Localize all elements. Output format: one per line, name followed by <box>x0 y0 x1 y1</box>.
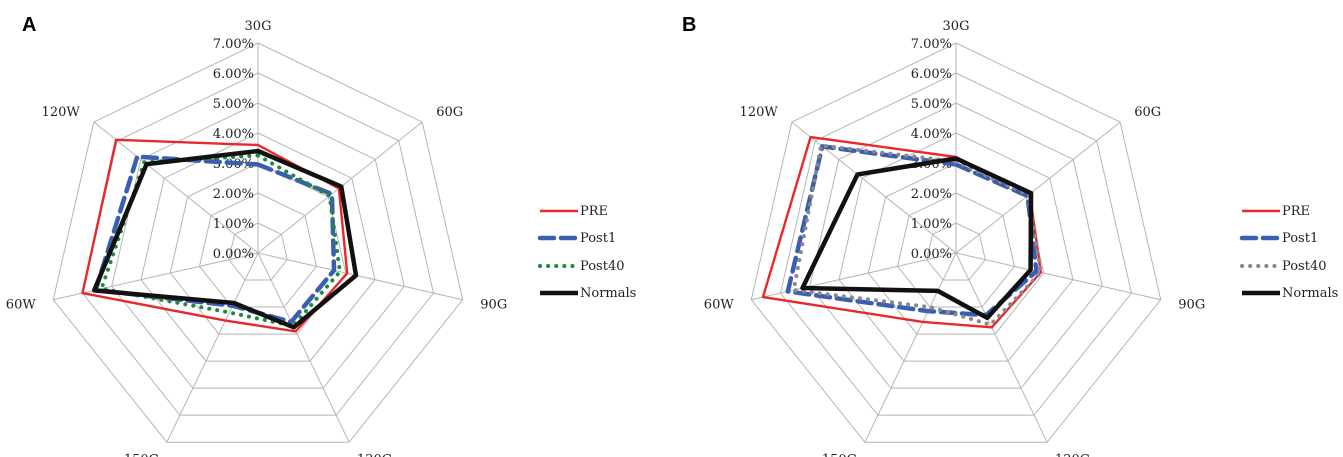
axis-spoke <box>864 252 957 443</box>
legend-a: PRE Post1 Post40 Normals <box>537 204 636 301</box>
legend-label-post40: Post40 <box>580 259 624 274</box>
axis-labels: 30G 60G 90G 120G 150G 60W 120W <box>704 19 1205 457</box>
axis-spoke <box>751 252 957 301</box>
axis-label-120w: 120W <box>42 105 81 120</box>
grid-ring <box>926 222 986 281</box>
legend-item-post1: Post1 <box>1239 231 1318 246</box>
legend-item-pre: PRE <box>540 204 608 219</box>
axis-label-150g: 150G <box>124 452 159 457</box>
legend-label-post1: Post1 <box>1282 231 1318 246</box>
axis-label-60g: 60G <box>436 105 463 120</box>
tick-label: 1.00% <box>213 217 254 232</box>
axis-label-150g: 150G <box>822 452 857 457</box>
grid-rings <box>750 42 1162 443</box>
radar-chart-a: 30G 60G 90G 120G 150G 60W 120W 0.00% 1.00% 2.00%3… <box>6 19 507 457</box>
tick-labels: 0.00%1.00%2.00%3.00%4.00%5.00%6.00%7.00% <box>911 37 952 262</box>
legend-label-normals: Normals <box>580 286 636 301</box>
tick-label: 6.00% <box>213 67 254 82</box>
series <box>761 135 1043 329</box>
axis-label-120w: 120W <box>740 105 779 120</box>
tick-label: 4.00% <box>911 127 952 142</box>
axis-label-90g: 90G <box>480 298 507 313</box>
axis-label-120g: 120G <box>1055 452 1090 457</box>
axis-label-60w: 60W <box>704 298 735 313</box>
tick-label: 2.00% <box>911 187 952 202</box>
series-line-normals <box>800 156 1034 321</box>
grid-ring <box>52 42 464 443</box>
legend-label-normals: Normals <box>1282 286 1338 301</box>
tick-labels: 0.00%1.00%2.00%3.00%4.00%5.00%6.00%7.00% <box>213 37 254 262</box>
radar-chart-b: 30G 60G 90G 120G 150G 60W 120W 0.00% 1.00% 2.00%3… <box>704 19 1205 457</box>
grid-ring <box>111 102 405 389</box>
legend-item-pre: PRE <box>1242 204 1310 219</box>
axis-spoke <box>955 252 1161 301</box>
series-line-normals <box>91 148 359 330</box>
legend-item-normals: Normals <box>540 286 636 301</box>
axis-spoke <box>93 121 259 254</box>
grid-ring <box>896 192 1016 308</box>
legend-label-pre: PRE <box>580 204 608 219</box>
tick-label: 7.00% <box>213 37 254 52</box>
series-line-post1 <box>93 154 337 325</box>
grid-ring <box>750 42 1162 443</box>
axis-label-60g: 60G <box>1134 105 1161 120</box>
legend-item-post40: Post40 <box>538 259 624 274</box>
grid-ring <box>838 132 1074 362</box>
axis-label-60w: 60W <box>6 298 37 313</box>
legend-label-pre: PRE <box>1282 204 1310 219</box>
grid-ring <box>228 222 288 281</box>
tick-label: 0.00% <box>911 247 952 262</box>
tick-label: 0.00% <box>213 247 254 262</box>
grid-ring <box>809 102 1103 389</box>
grid-ring <box>198 192 318 308</box>
legend-b: PRE Post1 Post40 Normals <box>1239 204 1338 301</box>
grid-ring <box>779 72 1133 416</box>
axis-spoke <box>257 252 463 301</box>
panel-letter-b: B <box>682 14 696 36</box>
axis-label-120g: 120G <box>357 452 392 457</box>
axis-spokes <box>751 43 1161 443</box>
tick-label: 5.00% <box>911 97 952 112</box>
axis-label-30g: 30G <box>943 19 970 34</box>
axis-labels: 30G 60G 90G 120G 150G 60W 120W <box>6 19 507 457</box>
legend-item-normals: Normals <box>1242 286 1338 301</box>
legend-label-post1: Post1 <box>580 231 616 246</box>
axis-spoke <box>166 252 259 443</box>
axis-spoke <box>791 121 957 254</box>
legend-label-post40: Post40 <box>1282 259 1326 274</box>
axis-label-30g: 30G <box>245 19 272 34</box>
legend-item-post40: Post40 <box>1240 259 1326 274</box>
tick-label: 2.00% <box>213 187 254 202</box>
axis-spoke <box>955 252 1048 443</box>
axis-label-90g: 90G <box>1178 298 1205 313</box>
axis-spoke <box>257 252 350 443</box>
panel-letter-a: A <box>22 14 36 36</box>
tick-label: 1.00% <box>911 217 952 232</box>
series-line-pre <box>81 138 349 333</box>
axis-spoke <box>955 121 1121 254</box>
tick-label: 6.00% <box>911 67 952 82</box>
legend-item-post1: Post1 <box>537 231 616 246</box>
grid-ring <box>140 132 376 362</box>
axis-spoke <box>53 252 259 301</box>
tick-label: 7.00% <box>911 37 952 52</box>
tick-label: 4.00% <box>213 127 254 142</box>
series <box>81 138 359 333</box>
tick-label: 5.00% <box>213 97 254 112</box>
